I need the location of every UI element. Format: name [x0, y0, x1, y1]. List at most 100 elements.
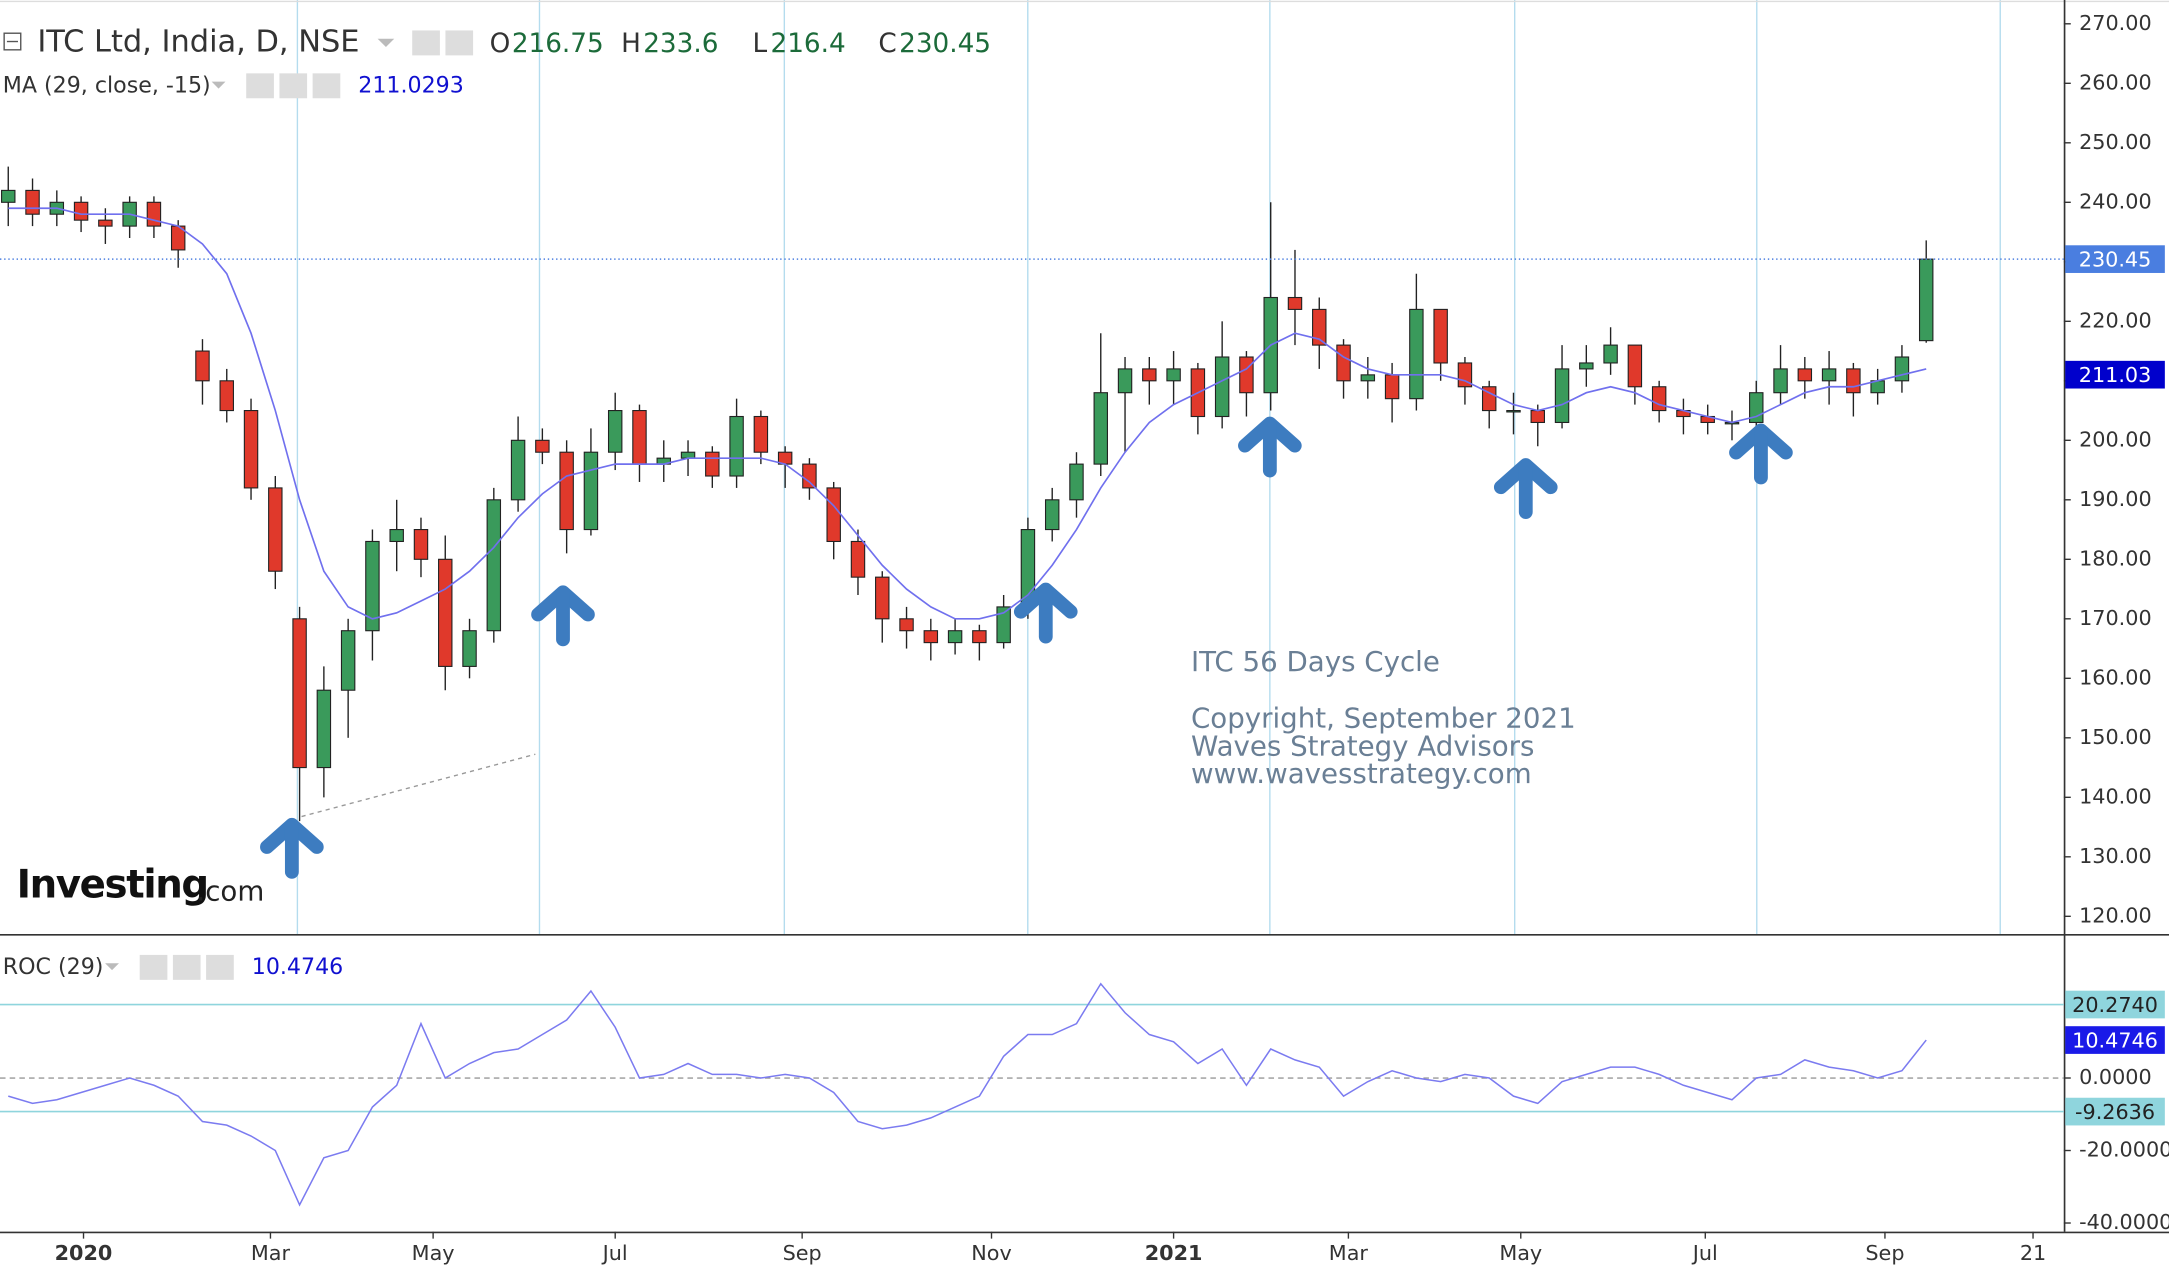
- candle-body: [1530, 410, 1545, 424]
- eye-icon[interactable]: [412, 30, 440, 56]
- candle-body: [850, 540, 866, 578]
- ohlc-label: O: [490, 29, 511, 59]
- y-tick-label: 200.00: [2079, 427, 2152, 451]
- up-arrow: [1493, 458, 1558, 519]
- annotation: Waves Strategy Advisors: [1191, 729, 1534, 762]
- candle-body: [462, 630, 477, 667]
- candle-body: [1918, 258, 1934, 342]
- eye-icon[interactable]: [246, 73, 274, 99]
- candle-body: [413, 529, 429, 560]
- y-tick-label: 250.00: [2079, 130, 2152, 154]
- candle-body: [607, 410, 623, 453]
- candle-body: [1651, 386, 1667, 412]
- annotation: ITC 56 Days Cycle: [1191, 645, 1440, 678]
- candle-body: [559, 451, 574, 531]
- ohlc-value: 216.4: [770, 29, 845, 59]
- candle-body: [802, 463, 817, 489]
- candle-body: [1360, 374, 1376, 382]
- dropdown-icon[interactable]: [211, 81, 226, 89]
- candle-body: [195, 350, 210, 382]
- candle-body: [1287, 296, 1303, 310]
- candle-body: [340, 630, 356, 691]
- settings-icon[interactable]: [172, 954, 201, 980]
- x-tick-label: 2021: [1145, 1241, 1203, 1265]
- ohlc-value: 233.6: [643, 29, 718, 59]
- candle-body: [1433, 308, 1448, 364]
- y-tick-label: 130.00: [2079, 844, 2152, 868]
- remove-icon[interactable]: [312, 73, 341, 99]
- candle-body: [73, 201, 89, 221]
- collapse-icon[interactable]: [3, 32, 22, 51]
- candle-body: [292, 618, 307, 769]
- y-tick-label: 170.00: [2079, 606, 2152, 630]
- y-tick-label: -20.0000: [2079, 1138, 2169, 1162]
- candle-body: [1312, 308, 1327, 346]
- candle-body: [1603, 344, 1618, 364]
- trend-line: [301, 753, 536, 818]
- remove-icon[interactable]: [206, 954, 234, 980]
- level-badge-text: -9.2636: [2075, 1100, 2155, 1124]
- roc-badge: [2065, 1026, 2165, 1054]
- candle-body: [996, 606, 1011, 644]
- candle-body: [98, 219, 113, 227]
- ma-badge: [2065, 360, 2165, 389]
- candle-body: [535, 439, 550, 453]
- candle-body: [1, 189, 16, 203]
- candle-body: [923, 630, 939, 644]
- x-tick-label: Jul: [1691, 1241, 1718, 1265]
- candle-body: [25, 189, 40, 215]
- settings-icon[interactable]: [445, 30, 474, 56]
- candle-body: [1336, 344, 1351, 382]
- y-tick-label: 240.00: [2079, 189, 2152, 213]
- ohlc-value: 216.75: [512, 29, 604, 59]
- level-badge: [2065, 1097, 2165, 1126]
- x-tick-label: Jul: [601, 1241, 628, 1265]
- candle-body: [1093, 392, 1108, 465]
- candle-body: [1797, 368, 1813, 382]
- candle-body: [899, 618, 914, 632]
- ma-badge-text: 211.03: [2079, 363, 2152, 387]
- candle-body: [632, 410, 647, 465]
- candle-body: [729, 415, 744, 477]
- indicator-legend: MA (29, close, -15): [3, 72, 211, 98]
- candle-body: [1506, 410, 1521, 413]
- candle-body: [510, 439, 526, 501]
- ohlc-label: C: [878, 29, 896, 59]
- up-arrow: [1729, 423, 1793, 485]
- roc-line: [8, 982, 1927, 1207]
- ma-line: [8, 207, 1927, 620]
- candle-body: [1554, 368, 1570, 424]
- plot-area: 120.00 130.00 140.00 150.00 160.00 170.00 180.…: [0, 11, 2169, 1265]
- candle-body: [680, 451, 696, 459]
- y-tick-label: 260.00: [2079, 70, 2152, 94]
- candle-body: [1481, 386, 1497, 412]
- candle-body: [972, 630, 987, 644]
- candle-body: [1821, 368, 1837, 382]
- ohlc-label: H: [621, 29, 641, 59]
- candle-body: [1142, 368, 1157, 382]
- last-price-badge: [2065, 245, 2165, 273]
- chart-title: ITC Ltd, India, D, NSE: [37, 24, 359, 59]
- level-badge: [2065, 990, 2165, 1019]
- y-tick-label: 160.00: [2079, 665, 2152, 689]
- x-tick-label: May: [1499, 1241, 1542, 1265]
- candle-body: [389, 529, 404, 543]
- candle-body: [753, 415, 769, 453]
- candle-body: [486, 499, 502, 632]
- candle-body: [1044, 499, 1060, 531]
- up-arrow: [531, 585, 595, 647]
- candle-body: [1166, 368, 1181, 382]
- candle-body: [705, 451, 720, 477]
- settings-icon[interactable]: [279, 73, 308, 99]
- annotation: Copyright, September 2021: [1191, 702, 1576, 735]
- up-arrow: [260, 817, 324, 879]
- dropdown-icon[interactable]: [377, 38, 395, 48]
- candle-body: [365, 540, 380, 632]
- y-tick-label: 120.00: [2079, 903, 2152, 927]
- eye-icon[interactable]: [139, 954, 168, 980]
- dropdown-icon[interactable]: [105, 963, 119, 971]
- candle-body: [583, 451, 599, 531]
